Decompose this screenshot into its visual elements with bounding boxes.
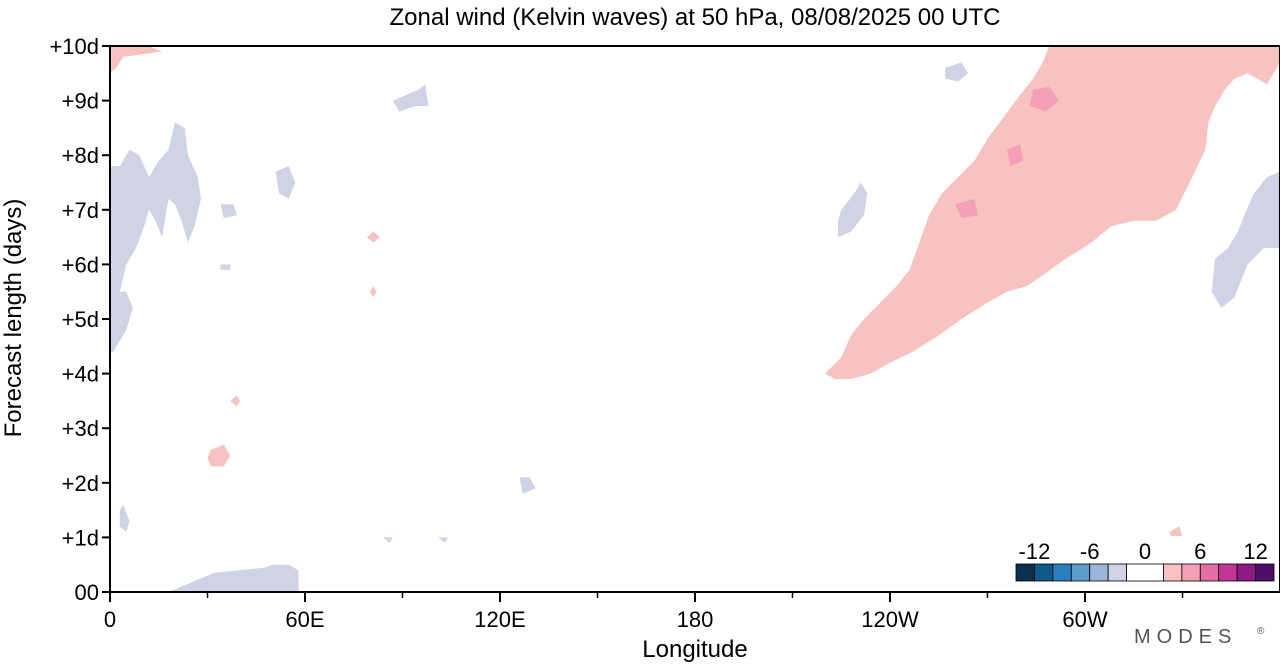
colorbar-label: -12 bbox=[1019, 539, 1051, 564]
colorbar-swatch bbox=[1255, 563, 1275, 582]
easterly-anomaly-region-1 bbox=[119, 504, 130, 532]
westerly-anomaly-region-13 bbox=[110, 46, 162, 74]
colorbar-swatch bbox=[1034, 563, 1054, 582]
y-tick-label: +2d bbox=[62, 471, 99, 496]
westerly-anomaly-region-22 bbox=[1007, 144, 1024, 167]
westerly-anomaly-region-16 bbox=[366, 231, 380, 243]
westerly-anomaly-region-14 bbox=[207, 444, 231, 467]
colorbar-swatch bbox=[1089, 563, 1109, 582]
colorbar-swatch bbox=[1218, 563, 1238, 582]
westerly-anomaly-region-15 bbox=[230, 395, 240, 407]
colorbar-swatch bbox=[1199, 563, 1220, 582]
y-tick-label: +5d bbox=[62, 307, 99, 332]
colorbar-swatch bbox=[1126, 563, 1164, 582]
y-tick-label: +3d bbox=[62, 416, 99, 441]
logo-registered-mark: ® bbox=[1257, 626, 1265, 637]
westerly-anomaly-region-23 bbox=[955, 198, 978, 218]
easterly-anomaly-region-3 bbox=[275, 166, 296, 199]
y-axis-label: Forecast length (days) bbox=[0, 199, 27, 438]
x-tick-label: 120W bbox=[861, 607, 919, 632]
y-tick-label: +7d bbox=[62, 198, 99, 223]
colorbar-label: -6 bbox=[1080, 539, 1100, 564]
easterly-anomaly-region-6 bbox=[392, 84, 429, 112]
x-axis: 0 60E 120E 180 120W 60W bbox=[104, 592, 1184, 632]
easterly-anomaly-region-8 bbox=[383, 537, 393, 543]
easterly-anomaly-region-9 bbox=[438, 537, 448, 543]
y-tick-label: +10d bbox=[49, 34, 99, 59]
contour-regions bbox=[110, 46, 1280, 592]
y-tick-label: +6d bbox=[62, 252, 99, 277]
x-tick-label: 60E bbox=[285, 607, 324, 632]
easterly-anomaly-region-2 bbox=[168, 564, 299, 592]
y-tick-label: +4d bbox=[62, 362, 99, 387]
x-tick-label: 120E bbox=[474, 607, 525, 632]
colorbar-swatch bbox=[1107, 563, 1127, 582]
colorbar-label: 0 bbox=[1139, 539, 1151, 564]
x-tick-label: 0 bbox=[104, 607, 116, 632]
easterly-anomaly-region-11 bbox=[945, 62, 968, 82]
chart-title: Zonal wind (Kelvin waves) at 50 hPa, 08/… bbox=[389, 4, 1000, 31]
easterly-anomaly-region-5 bbox=[220, 264, 231, 270]
y-tick-label: +9d bbox=[62, 89, 99, 114]
colorbar: -12 -6 0 6 12 bbox=[1012, 536, 1278, 588]
colorbar-swatch bbox=[1163, 563, 1183, 582]
y-tick-label: +1d bbox=[62, 525, 99, 550]
y-tick-label: +8d bbox=[62, 143, 99, 168]
easterly-anomaly-region-10 bbox=[838, 182, 868, 238]
colorbar-label: 12 bbox=[1243, 539, 1267, 564]
westerly-anomaly-region-21 bbox=[1029, 86, 1059, 112]
colorbar-swatch bbox=[1236, 563, 1256, 582]
x-tick-label: 180 bbox=[677, 607, 714, 632]
modes-logo: MODES ® bbox=[1134, 626, 1265, 648]
x-tick-label: 60W bbox=[1062, 607, 1107, 632]
logo-text: MODES bbox=[1134, 626, 1237, 648]
easterly-anomaly-region-0 bbox=[110, 122, 201, 352]
westerly-anomaly-region-17 bbox=[370, 286, 377, 298]
easterly-anomaly-region-7 bbox=[519, 477, 536, 494]
x-axis-label: Longitude bbox=[642, 636, 747, 663]
colorbar-label: 6 bbox=[1194, 539, 1206, 564]
easterly-anomaly-region-4 bbox=[220, 204, 237, 218]
westerly-anomaly-region-18 bbox=[825, 46, 1280, 380]
colorbar-swatch bbox=[1015, 563, 1035, 582]
y-tick-label: 00 bbox=[75, 580, 99, 605]
y-axis: 00 +1d +2d +3d +4d +5d +6d +7d +8d +9d +10d bbox=[49, 34, 110, 605]
colorbar-swatch bbox=[1052, 563, 1072, 582]
colorbar-swatch bbox=[1181, 563, 1201, 582]
easterly-anomaly-region-12 bbox=[1211, 171, 1280, 309]
colorbar-swatch bbox=[1070, 563, 1091, 582]
